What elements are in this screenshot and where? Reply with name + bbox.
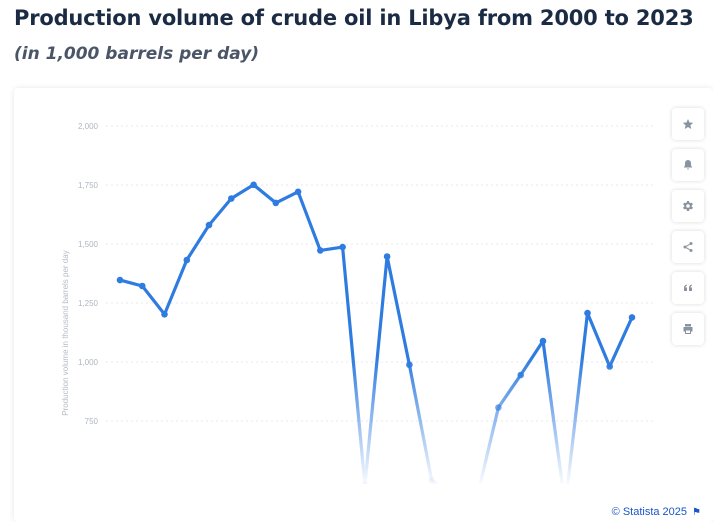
flag-icon: ⚑: [692, 506, 701, 518]
data-point[interactable]: [451, 493, 458, 500]
data-point[interactable]: [139, 282, 146, 290]
page-title: Production volume of crude oil in Libya …: [14, 6, 694, 30]
credit-text: © Statista 2025: [611, 506, 688, 518]
data-point[interactable]: [361, 481, 369, 489]
gridlines: [106, 125, 654, 422]
data-point[interactable]: [428, 477, 436, 484]
cite-button[interactable]: [672, 272, 704, 304]
y-axis-label: Production volume in thousand barrels pe…: [61, 250, 70, 415]
y-axis-ticks: 750 1,000 1,250 1,500 1,750 2,000: [78, 122, 99, 426]
plot-area: [116, 181, 636, 510]
chart-card: 750 1,000 1,250 1,500 1,750 2,000 Production …: [14, 88, 713, 522]
data-point[interactable]: [517, 371, 524, 379]
favorite-button[interactable]: [672, 108, 704, 140]
y-tick-label: 750: [85, 417, 99, 426]
y-tick-label: 1,750: [78, 181, 99, 190]
data-point[interactable]: [473, 498, 480, 505]
data-point[interactable]: [183, 256, 191, 264]
series-line: [118, 183, 634, 484]
y-tick-label: 1,000: [78, 358, 99, 367]
y-tick-label: 1,250: [78, 299, 99, 308]
data-points: [116, 181, 636, 510]
settings-button[interactable]: [672, 190, 704, 222]
bell-icon: [684, 160, 692, 170]
data-point[interactable]: [628, 314, 636, 321]
y-tick-label: 2,000: [78, 122, 99, 131]
share-icon: [683, 242, 693, 252]
data-point[interactable]: [116, 276, 124, 284]
data-point[interactable]: [606, 363, 613, 370]
data-point[interactable]: [228, 195, 235, 202]
data-point[interactable]: [272, 199, 280, 207]
data-point[interactable]: [383, 253, 391, 260]
line-chart: 750 1,000 1,250 1,500 1,750 2,000 Production …: [61, 122, 654, 510]
share-button[interactable]: [672, 231, 704, 263]
data-point[interactable]: [584, 309, 591, 317]
data-point[interactable]: [317, 247, 324, 254]
page-subtitle: (in 1,000 barrels per day): [14, 44, 260, 64]
data-point[interactable]: [250, 181, 257, 189]
notification-button[interactable]: [672, 149, 704, 181]
data-point[interactable]: [562, 503, 569, 510]
data-point[interactable]: [161, 311, 168, 318]
print-icon: [683, 324, 693, 334]
print-button[interactable]: [672, 313, 704, 345]
quote-icon: [684, 284, 692, 291]
star-icon: [682, 119, 694, 129]
data-point[interactable]: [294, 188, 302, 196]
data-point[interactable]: [339, 243, 346, 251]
data-point[interactable]: [539, 337, 547, 345]
statista-credit[interactable]: © Statista 2025 ⚑: [612, 506, 701, 518]
data-point[interactable]: [205, 221, 213, 229]
data-point[interactable]: [406, 361, 413, 369]
side-toolbar: [672, 108, 706, 354]
y-tick-label: 1,500: [78, 240, 99, 249]
gear-icon: [683, 201, 693, 211]
data-point[interactable]: [495, 404, 502, 411]
